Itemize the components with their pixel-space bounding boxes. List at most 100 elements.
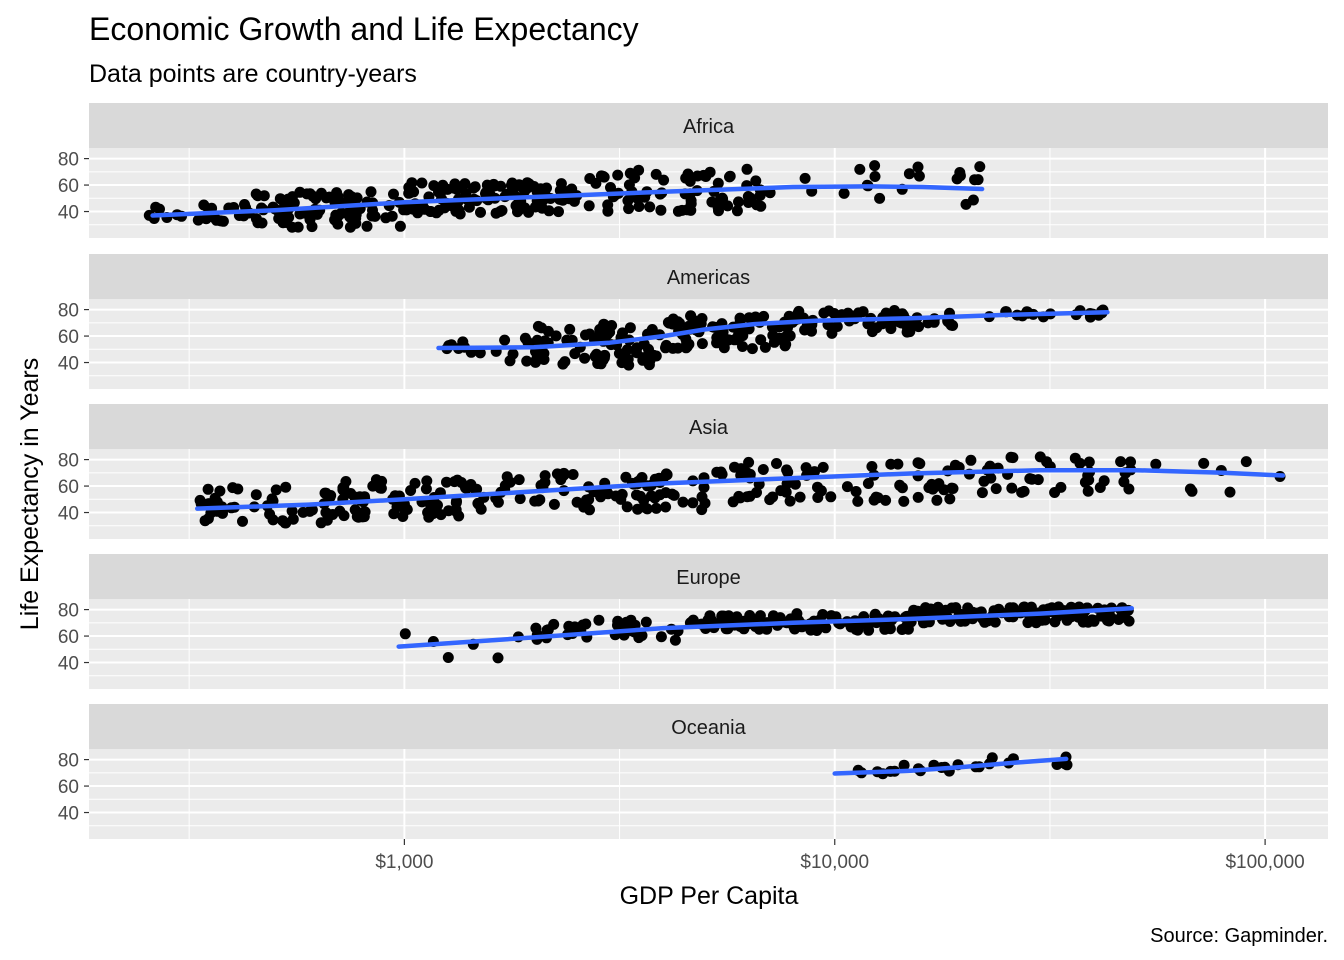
data-point (984, 460, 996, 472)
data-point (624, 167, 636, 179)
data-point (682, 168, 694, 180)
data-point (677, 496, 689, 508)
data-point (868, 322, 880, 334)
data-point (366, 210, 378, 222)
data-point (669, 634, 681, 646)
data-point (993, 603, 1005, 615)
data-point (427, 508, 439, 520)
data-point (979, 616, 991, 628)
data-point (286, 192, 298, 204)
data-point (771, 458, 782, 469)
data-point (731, 205, 743, 217)
data-point (976, 487, 988, 499)
panel-background (89, 749, 1328, 839)
data-point (569, 348, 581, 360)
data-point (1018, 485, 1030, 497)
y-tick-label: 80 (58, 301, 79, 322)
data-point (903, 168, 915, 180)
data-point (579, 352, 591, 364)
data-point (874, 192, 886, 204)
x-axis: $1,000 $10,000 $100,000 (375, 839, 1305, 873)
data-point (624, 322, 636, 334)
data-point (746, 343, 758, 355)
data-point (892, 458, 904, 470)
data-point (734, 312, 746, 324)
data-point (972, 174, 984, 186)
data-point (949, 459, 961, 471)
facet-panels: Africa406080Americas406080Asia406080Euro… (58, 103, 1328, 839)
data-point (380, 212, 392, 224)
data-point (750, 175, 762, 187)
data-point (880, 307, 892, 319)
data-point (800, 462, 812, 474)
data-point (397, 511, 409, 522)
data-point (781, 478, 793, 490)
data-point (676, 204, 688, 216)
data-point (641, 503, 653, 515)
data-point (315, 517, 327, 529)
data-point (1098, 475, 1110, 487)
data-point (645, 490, 657, 502)
data-point (475, 206, 486, 218)
data-point (974, 161, 986, 173)
data-point (751, 487, 762, 498)
data-point (280, 481, 292, 493)
data-point (779, 340, 791, 352)
data-point (1198, 457, 1210, 469)
facet-strip-label: Africa (683, 116, 735, 138)
data-point (202, 513, 214, 525)
data-point (584, 328, 596, 340)
data-point (536, 202, 548, 214)
data-point (908, 604, 920, 616)
data-point (767, 491, 779, 503)
data-point (914, 458, 926, 470)
data-point (601, 329, 613, 341)
data-point (1077, 616, 1089, 628)
data-point (528, 181, 540, 192)
data-point (408, 186, 420, 198)
data-point (615, 619, 627, 631)
smooth-trend-line (396, 606, 1135, 649)
data-point (388, 188, 399, 200)
data-point (421, 475, 433, 487)
data-point (653, 472, 665, 484)
data-point (655, 204, 667, 216)
data-point (742, 191, 754, 202)
data-point (492, 652, 504, 664)
data-point (967, 194, 979, 206)
data-point (836, 309, 848, 321)
data-point (635, 490, 646, 502)
smooth-trend-line (150, 184, 985, 218)
data-point (743, 456, 755, 468)
data-point (217, 507, 228, 519)
data-point (499, 334, 511, 346)
data-point (696, 504, 708, 516)
data-point (622, 195, 634, 207)
data-point (202, 483, 214, 495)
x-axis-title: GDP Per Capita (620, 882, 799, 910)
y-tick-label: 60 (58, 327, 79, 348)
data-point (655, 631, 667, 643)
y-tick-label: 60 (58, 777, 79, 798)
data-point (616, 349, 628, 361)
data-point (507, 348, 519, 360)
data-point (904, 326, 916, 338)
data-point (553, 206, 564, 218)
facet-strip-label: Europe (676, 567, 741, 589)
data-point (724, 170, 736, 182)
data-point (1123, 483, 1135, 495)
data-point (495, 180, 507, 192)
data-point (885, 323, 897, 335)
data-point (621, 501, 633, 513)
data-point (1240, 456, 1252, 468)
data-point (480, 188, 491, 200)
smooth-trend-line (194, 467, 1286, 511)
data-point (563, 620, 575, 632)
data-point (1079, 476, 1091, 488)
data-point (700, 171, 712, 182)
facet-strip (89, 554, 1328, 599)
data-point (266, 493, 278, 505)
data-point (944, 493, 956, 505)
data-point (794, 491, 806, 503)
data-point (706, 196, 718, 208)
